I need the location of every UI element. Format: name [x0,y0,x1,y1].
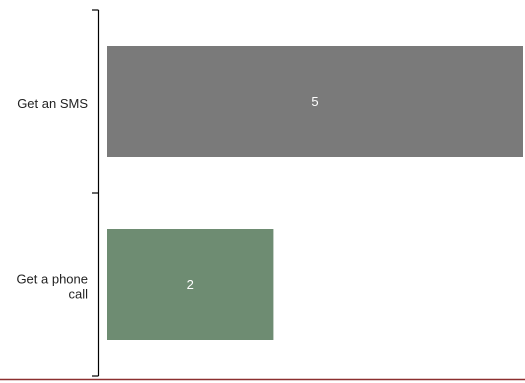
bars-layer [107,46,523,340]
category-label-line: call [68,287,88,302]
category-label-line: Get a phone [16,272,88,287]
value-labels-layer: 52 [187,94,319,292]
bar-0 [107,46,523,157]
bar-value-label: 5 [311,94,318,109]
bar-1 [107,229,274,340]
y-axis [92,9,100,377]
category-label-line: Get an SMS [17,96,88,111]
category-labels-layer: Get an SMS Get a phone call [16,96,88,302]
category-label: Get an SMS [17,96,88,111]
bar-value-label: 2 [187,277,194,292]
category-label: Get a phone call [16,272,88,302]
